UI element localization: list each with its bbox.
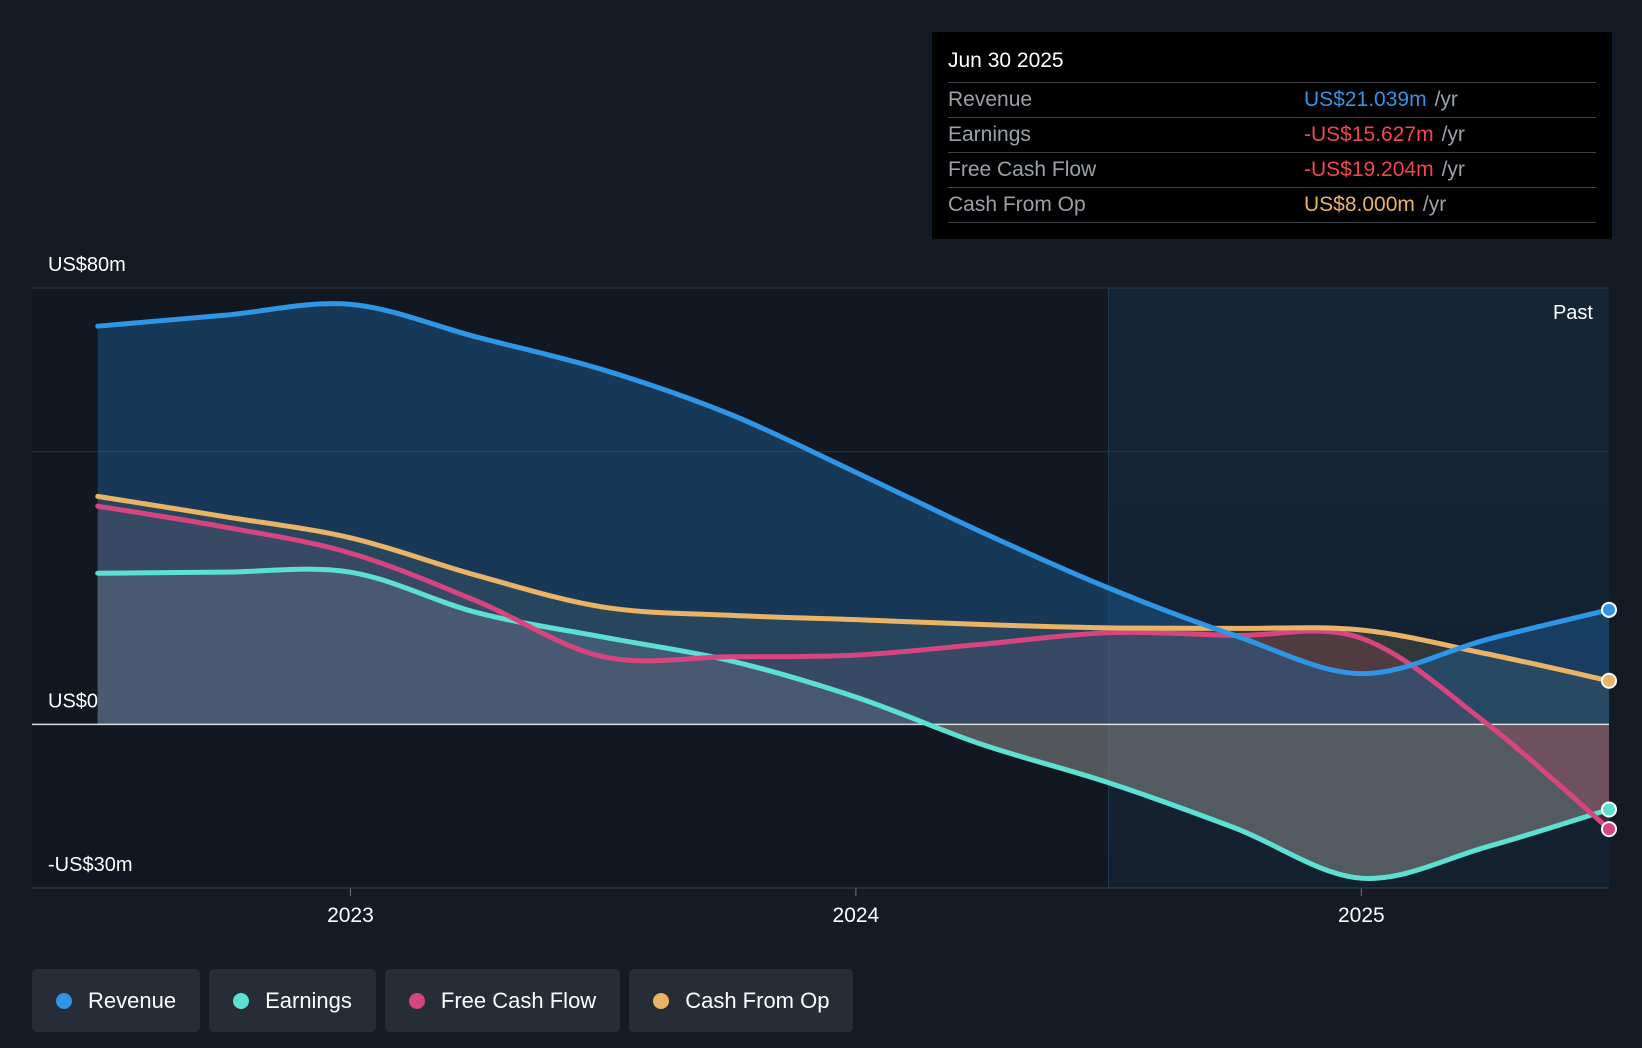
series-lines [95, 301, 1612, 881]
cash-from-op-dot-icon [653, 992, 670, 1009]
tooltip-label: Free Cash Flow [948, 158, 1097, 181]
cash-from-op-endpoint [1601, 672, 1617, 689]
earnings-line [95, 566, 1612, 881]
tooltip-unit: /yr [1434, 88, 1458, 111]
legend-item-cash-from-op[interactable]: Cash From Op [629, 969, 854, 1032]
free-cash-flow-line [95, 503, 1612, 832]
revenue-endpoint [1601, 601, 1617, 618]
past-label: Past [1553, 302, 1593, 324]
x-tick-label: 2024 [833, 904, 880, 927]
x-tick-label: 2025 [1338, 904, 1385, 927]
tooltip-label: Cash From Op [948, 193, 1086, 216]
tooltip-value: -US$19.204m [1304, 158, 1434, 181]
tooltip-row-revenue: Revenue US$21.039m /yr [948, 83, 1596, 118]
y-label-bottom: -US$30m [48, 854, 132, 876]
legend-label: Free Cash Flow [440, 987, 597, 1013]
tooltip-row-cash-from-op: Cash From Op US$8.000m /yr [948, 188, 1596, 223]
legend-label: Earnings [265, 987, 352, 1013]
revenue-line [95, 301, 1612, 677]
free-cash-flow-area [97, 506, 1609, 830]
x-tick-label: 2023 [327, 904, 374, 927]
tooltip-unit: /yr [1422, 193, 1447, 216]
tooltip-date: Jun 30 2025 [948, 46, 1596, 83]
free-cash-flow-endpoint [1601, 821, 1617, 838]
tooltip-unit: /yr [1441, 158, 1465, 181]
x-axis: 2023 2024 2025 [32, 887, 1609, 927]
earnings-dot-icon [233, 992, 250, 1009]
tooltip-label: Revenue [948, 88, 1033, 111]
legend-label: Revenue [88, 987, 177, 1013]
tooltip-row-earnings: Earnings -US$15.627m /yr [948, 118, 1596, 153]
tooltip-value: -US$15.627m [1304, 123, 1434, 146]
legend-item-free-cash-flow[interactable]: Free Cash Flow [384, 969, 621, 1032]
tooltip: Jun 30 2025 Revenue US$21.039m /yr Earni… [932, 32, 1612, 239]
tooltip-unit: /yr [1441, 123, 1465, 146]
revenue-dot-icon [56, 992, 72, 1009]
tooltip-label: Earnings [948, 123, 1031, 146]
tooltip-value: US$21.039m [1304, 88, 1427, 111]
legend-item-revenue[interactable]: Revenue [32, 969, 201, 1032]
tooltip-row-free-cash-flow: Free Cash Flow -US$19.204m /yr [948, 153, 1596, 188]
revenue-area [97, 303, 1609, 725]
y-label-top: US$80m [48, 254, 126, 276]
earnings-endpoint [1601, 801, 1617, 818]
legend: Revenue Earnings Free Cash Flow Cash Fro… [32, 969, 854, 1032]
cash-from-op-line [95, 493, 1612, 684]
cash-from-op-area [97, 496, 1609, 725]
series-endpoints [1601, 601, 1617, 838]
tooltip-value: US$8.000m [1304, 193, 1415, 216]
legend-item-earnings[interactable]: Earnings [209, 969, 376, 1032]
y-label-zero: US$0 [48, 690, 98, 712]
legend-label: Cash From Op [685, 987, 830, 1013]
free-cash-flow-dot-icon [408, 992, 425, 1009]
